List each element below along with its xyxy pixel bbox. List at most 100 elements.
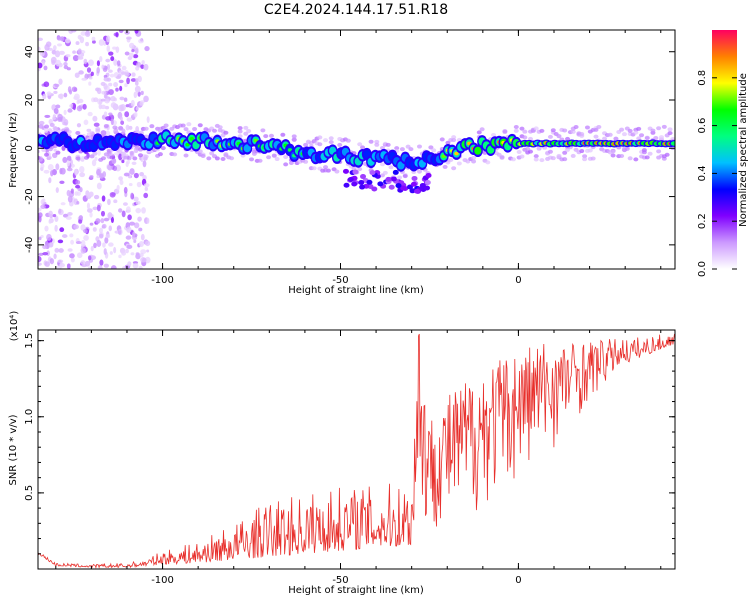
noise-blob [107,198,111,206]
noise-blob [81,77,88,81]
halo-blob [311,166,317,171]
noise-blob [146,116,150,123]
noise-blob [48,177,52,184]
halo-blob [163,123,169,128]
noise-blob [60,167,66,175]
halo-blob [237,134,243,139]
noise-blob [59,93,64,100]
noise-blob [86,202,91,210]
ridge-core [441,154,446,159]
halo-blob [237,129,243,134]
noise-blob [61,145,66,151]
noise-blob [83,235,89,241]
halo-blob [214,156,220,161]
halo-blob [180,123,186,128]
noise-blob [70,30,77,33]
halo-blob [223,130,229,135]
noise-blob [128,170,134,175]
noise-blob [55,163,60,171]
noise-blob [126,77,130,85]
halo-blob [283,162,289,167]
noise-blob [54,83,60,88]
noise-blob [128,42,135,49]
noise-blob [70,188,74,194]
noise-blob [59,180,65,185]
branch-blob [424,180,431,186]
noise-blob [92,115,98,122]
halo-blob [83,155,89,160]
halo-blob [624,146,630,151]
noise-blob [96,174,100,179]
noise-blob [69,103,74,108]
ridge-mid [243,144,251,153]
ridge-core [185,142,190,147]
noise-blob [54,50,61,58]
noise-blob [139,252,144,258]
halo-blob [357,142,363,147]
colorbar-tick-label: 0.4 [697,165,708,181]
halo-blob [323,138,329,143]
halo-blob [46,155,52,160]
noise-blob [135,207,142,214]
noise-blob [86,67,92,73]
noise-blob [43,169,50,174]
noise-blob [108,69,113,73]
noise-blob [67,108,73,113]
snr-x-tick-label: 0 [515,575,521,586]
noise-blob [106,45,111,53]
noise-blob [76,105,83,112]
noise-blob [137,75,142,83]
noise-blob [92,40,96,44]
noise-blob [40,234,44,239]
noise-blob [133,196,139,202]
noise-blob [141,60,145,65]
noise-blob [103,111,108,117]
noise-blob [124,111,130,118]
noise-blob [135,106,139,111]
halo-blob [582,154,588,159]
snr-x-axis-label: Height of straight line (km) [288,585,424,596]
noise-blob [128,125,133,130]
noise-blob [86,193,92,197]
halo-blob [536,146,542,151]
halo-blob [644,155,650,160]
halo-blob [44,152,50,157]
spectrogram-panel: -100 -50 0 -40 -20 0 20 40 Height of straight l… [8,29,676,296]
noise-blob [42,251,49,256]
noise-blob [73,95,79,100]
noise-blob [104,237,109,244]
noise-blob [132,54,139,59]
halo-blob [522,129,528,134]
halo-blob [533,157,539,162]
spectrogram-y-tick-label: 0 [24,145,35,151]
halo-blob [337,142,343,147]
noise-blob [96,87,102,95]
noise-blob [83,58,88,65]
halo-blob [44,124,50,129]
noise-blob [42,244,48,250]
halo-blob [550,156,556,161]
snr-y-tick-label: 1.5 [24,333,35,349]
halo-blob [379,173,385,178]
noise-blob [80,224,86,231]
noise-blob [99,259,104,266]
halo-blob [209,151,215,156]
branch-blob [411,175,418,181]
noise-blob [74,72,80,78]
halo-blob [197,123,203,128]
halo-blob [650,128,656,133]
colorbar-tick-label: 0.6 [697,118,708,134]
noise-blob [72,50,76,54]
noise-blob [117,74,122,78]
noise-blob [54,216,58,222]
noise-blob [144,186,149,191]
halo-blob [471,159,477,164]
noise-blob [84,260,91,267]
noise-blob [98,39,105,46]
noise-blob [132,262,139,269]
halo-blob [118,125,124,130]
noise-blob [88,81,92,86]
noise-blob [99,55,103,63]
halo-blob [266,155,272,160]
noise-blob [58,62,63,68]
